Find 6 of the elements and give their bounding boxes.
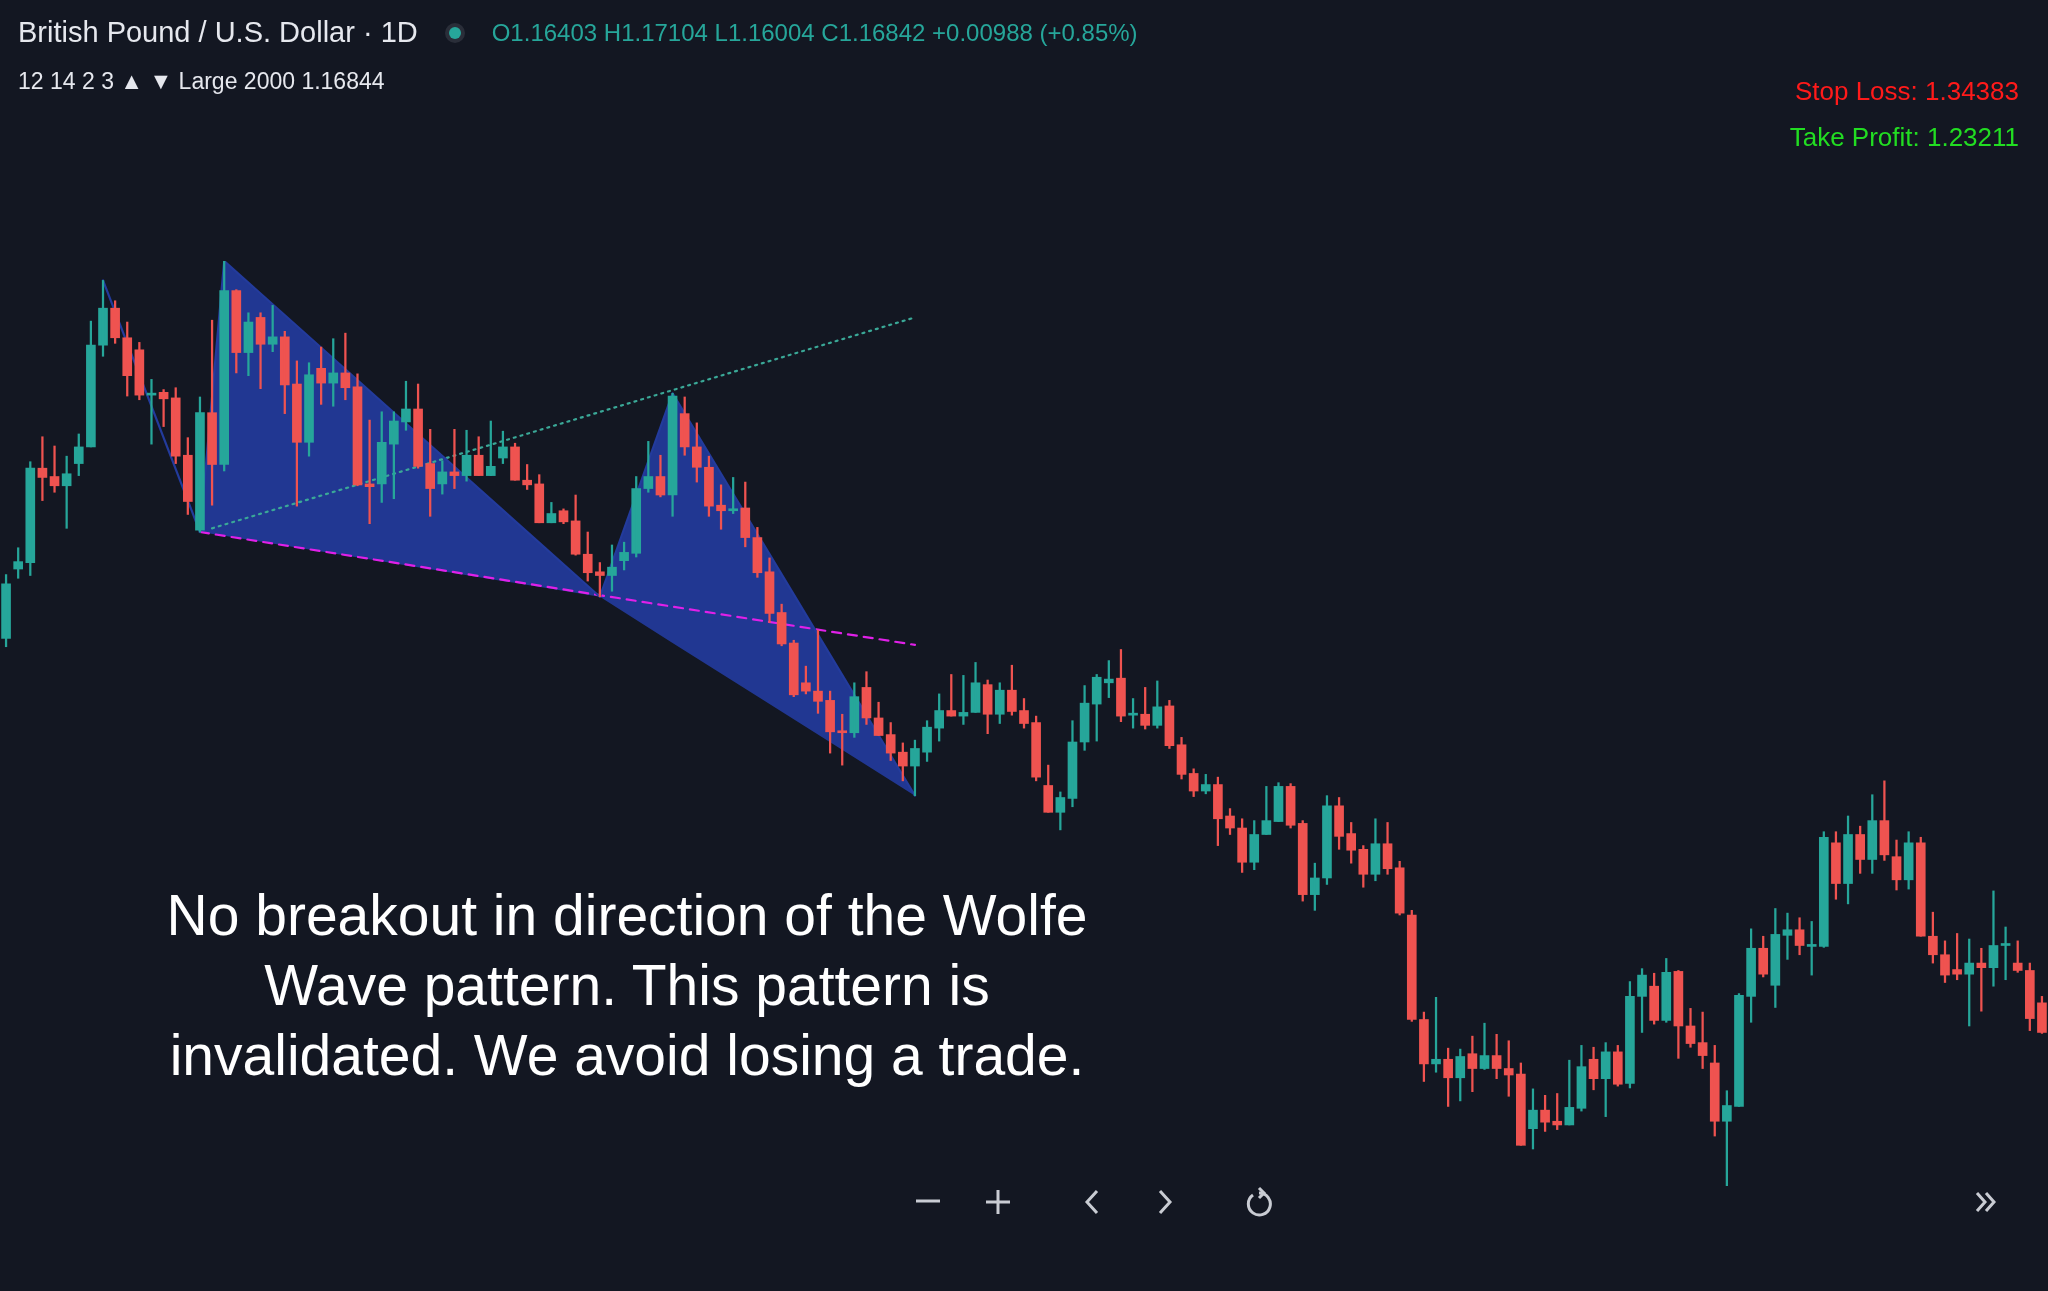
annotation: No breakout in direction of the Wolfe Wave pattern. This pattern is invalidated. We avoid losing a trade. <box>165 882 1089 1089</box>
text: 12 14 2 3 ▲ ▼ Large 2000 1.16844 <box>18 68 385 95</box>
text: Take Profit: 1.23211 <box>1789 122 2019 153</box>
chart-title: British Pound / U.S. Dollar · 1D <box>18 16 418 49</box>
chart-subtitle: O1.16403 H1.17104 L1.16004 C1.16842 +0.00988 (+0.85%) <box>491 18 1138 47</box>
text: Stop Loss: 1.34383 <box>1794 76 2019 107</box>
